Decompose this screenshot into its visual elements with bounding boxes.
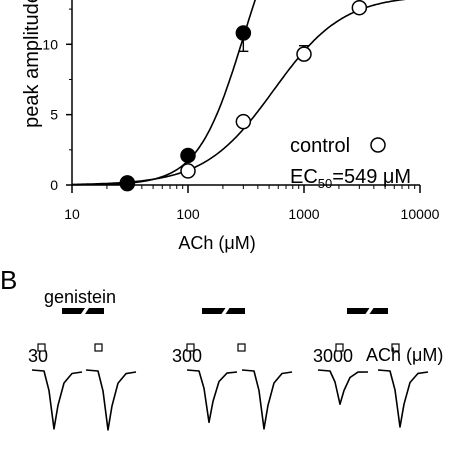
x-tick-label: 1000 <box>288 206 319 222</box>
control-data-point <box>180 163 196 179</box>
ach-application-marker <box>186 343 195 352</box>
trace-groups: 30 300 3000 <box>28 308 429 431</box>
genistein-current-trace <box>85 369 137 431</box>
y-axis-label: peak amplitude <box>21 0 43 128</box>
x-tick-label: 10 <box>64 206 80 222</box>
control-current-trace <box>186 369 238 424</box>
y-tick-label: 10 <box>42 36 58 52</box>
genistein-current-trace <box>241 369 293 430</box>
legend-marker <box>370 137 386 153</box>
genistein-bar-left <box>202 308 226 314</box>
x-tick-label: 10000 <box>401 206 440 222</box>
genistein-bar-right <box>85 308 104 314</box>
y-ticks: 0 5 10 <box>42 8 72 193</box>
control-current-trace <box>31 369 83 430</box>
ec50-subscript: 50 <box>318 176 332 191</box>
ach-application-marker <box>237 343 246 352</box>
ec50-annotation: EC50=549 μM <box>290 166 411 191</box>
unit-label: ACh (μM) <box>366 345 443 365</box>
panel-b-label: B <box>0 265 17 295</box>
ec50-prefix: EC <box>290 166 318 188</box>
x-tick-label: 100 <box>176 206 200 222</box>
ach-application-marker <box>94 343 103 352</box>
genistein-bar-right <box>369 308 388 314</box>
current-traces-panel: B genistein 30 300 3000 ACh (μM) <box>0 265 443 431</box>
genistein-bar-left <box>62 308 85 314</box>
filled-data-point <box>180 147 196 164</box>
filled-data-point <box>119 175 136 191</box>
x-axis-label: ACh (μM) <box>178 233 255 253</box>
y-tick-label: 5 <box>50 107 58 123</box>
legend-label: control <box>290 135 350 157</box>
dose-response-chart: 0 5 10 10 100 1000 10000 peak amplitude ACh (… <box>21 0 440 253</box>
genistein-bar-right <box>225 308 245 314</box>
control-data-point <box>296 46 312 62</box>
genistein-current-trace <box>377 369 429 428</box>
data-points <box>119 0 368 192</box>
genistein-bar-left <box>347 308 370 314</box>
ec50-value: =549 μM <box>332 166 411 188</box>
drug-label: genistein <box>44 287 116 307</box>
control-data-point <box>351 0 368 16</box>
y-tick-label: 0 <box>50 177 58 193</box>
filled-data-point <box>235 25 252 41</box>
concentration-label: 3000 <box>313 346 353 366</box>
ach-application-marker <box>37 343 46 352</box>
x-ticks: 10 100 1000 10000 <box>64 185 440 222</box>
control-current-trace <box>317 369 369 405</box>
control-data-point <box>235 113 252 130</box>
ach-application-marker <box>391 343 400 352</box>
ach-application-marker <box>335 343 344 352</box>
